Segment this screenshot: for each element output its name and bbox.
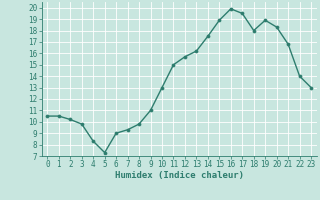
X-axis label: Humidex (Indice chaleur): Humidex (Indice chaleur): [115, 171, 244, 180]
